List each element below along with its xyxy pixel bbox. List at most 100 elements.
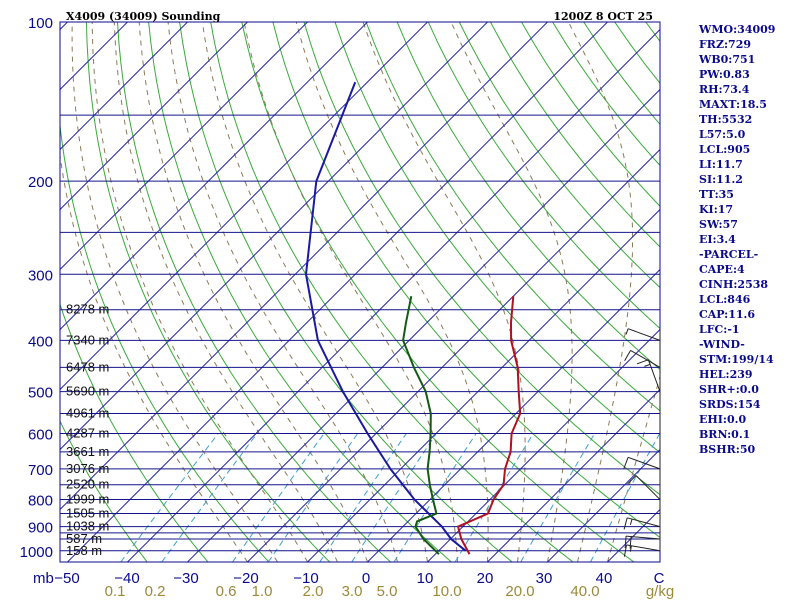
index-line: PW:0.83: [699, 68, 750, 81]
moist-adiabat: [167, 22, 398, 562]
wind-barb-flag: [623, 517, 628, 530]
height-label: 158 m: [66, 543, 102, 558]
index-line: -WIND-: [699, 338, 745, 351]
height-label: 4287 m: [66, 425, 109, 440]
wind-barb-flag: [627, 475, 637, 485]
mixing-ratio-line: [520, 433, 596, 562]
dry-adiabat: [489, 22, 660, 248]
temperature-tick-label: 30: [536, 570, 553, 587]
isotherm: [60, 22, 308, 271]
moist-adiabat: [295, 22, 489, 562]
dry-adiabat: [60, 121, 270, 562]
isotherm: [127, 28, 660, 562]
wind-barb-staff: [630, 349, 661, 368]
isotherm: [60, 22, 368, 331]
moist-adiabat: [201, 22, 428, 562]
height-label: 587 m: [66, 531, 102, 546]
chart-timestamp: 1200Z 8 OCT 25: [553, 10, 653, 23]
pressure-tick-label: 100: [28, 15, 53, 32]
wind-barb-half-flag: [625, 328, 629, 335]
isotherm: [487, 388, 660, 562]
mixing-ratio-line: [590, 433, 660, 562]
isotherm: [60, 22, 188, 151]
moist-adiabat: [567, 22, 634, 562]
index-line: LCL:846: [699, 293, 751, 306]
pressure-tick-label: 800: [28, 493, 53, 510]
index-line: SW:57: [699, 218, 738, 231]
index-line: CAP:11.6: [699, 308, 756, 321]
isotherm: [427, 328, 660, 562]
wind-barb-staff: [627, 328, 661, 341]
mixing-ratio-label: 40.0: [570, 583, 599, 600]
wind-barb-flag: [636, 359, 649, 365]
moist-adiabat: [138, 22, 368, 562]
index-line: STM:199/14: [699, 353, 774, 366]
dry-adiabat: [179, 22, 513, 562]
mixing-ratio-line: [120, 433, 219, 562]
index-line: FRZ:729: [699, 38, 752, 51]
index-line: SI:11.2: [699, 173, 743, 186]
index-line: LFC:-1: [699, 323, 740, 336]
wind-barb-staff: [626, 535, 661, 540]
chart-title: X4009 (34009) Sounding: [66, 10, 221, 23]
isotherm: [60, 22, 428, 391]
mixing-ratio-label: 10.0: [432, 583, 461, 600]
wind-barbs: [623, 328, 661, 557]
index-line: L57:5.0: [699, 128, 746, 141]
temperature-tick-label: C: [654, 570, 665, 587]
height-label: 1505 m: [66, 505, 109, 520]
plot-frame: [59, 21, 661, 563]
index-line: KI:17: [699, 203, 734, 216]
dry-adiabat: [303, 22, 660, 496]
moist-adiabat: [113, 22, 338, 562]
pressure-tick-label: 200: [28, 174, 53, 191]
index-line: EI:3.4: [699, 233, 736, 246]
wind-barb-staff: [635, 475, 661, 500]
isotherm: [60, 22, 248, 211]
moist-adiabat: [607, 374, 660, 562]
temperature-tick-label: 0: [362, 570, 370, 587]
height-label: 2520 m: [66, 477, 109, 492]
index-line: TT:35: [699, 188, 734, 201]
moist-adiabat: [71, 22, 278, 562]
temperature-tick-label: 20: [477, 570, 494, 587]
height-label: 5690 m: [66, 384, 109, 399]
index-line: MAXT:18.5: [699, 98, 767, 111]
pressure-tick-label: 1000: [20, 544, 53, 561]
index-line: CINH:2538: [699, 278, 769, 291]
index-line: WB0:751: [699, 53, 756, 66]
wind-barb-half-flag: [629, 518, 633, 526]
index-line: RH:73.4: [699, 83, 750, 96]
dry-adiabat: [396, 22, 660, 371]
mixing-ratio-line: [319, 433, 407, 562]
isotherm: [60, 22, 488, 451]
temperature-trace: [456, 296, 522, 555]
height-label: 1038 m: [66, 519, 109, 534]
temperature-tick-label: −50: [54, 570, 79, 587]
isotherm: [307, 208, 660, 562]
dry-adiabat: [365, 22, 660, 412]
pressure-unit-label: mb: [33, 570, 54, 587]
isotherm: [247, 148, 660, 562]
height-label: 4961 m: [66, 406, 109, 421]
height-label: 3076 m: [66, 461, 109, 476]
pressure-tick-label: 700: [28, 462, 53, 479]
moist-adiabat: [362, 22, 526, 562]
moist-adiabat: [243, 22, 458, 562]
dry-adiabat: [427, 22, 660, 330]
isotherm: [367, 268, 660, 562]
wind-barb-staff: [627, 517, 661, 528]
index-line: LCL:905: [699, 143, 751, 156]
height-label: 3661 m: [66, 444, 109, 459]
indices-panel: WMO:34009 FRZ:729 WB0:751 PW:0.83 RH:73.4 MAX…: [699, 22, 799, 457]
height-label: 8278 m: [66, 302, 109, 317]
index-line: WMO:34009: [699, 23, 776, 36]
pressure-tick-label: 400: [28, 333, 53, 350]
wind-barb-half-flag: [629, 545, 632, 552]
dry-adiabat: [458, 22, 660, 289]
index-line: SRDS:154: [699, 398, 761, 411]
isotherm: [187, 88, 660, 562]
index-line: SHR+:0.0: [699, 383, 759, 396]
dewpoint-trace: [402, 296, 440, 555]
